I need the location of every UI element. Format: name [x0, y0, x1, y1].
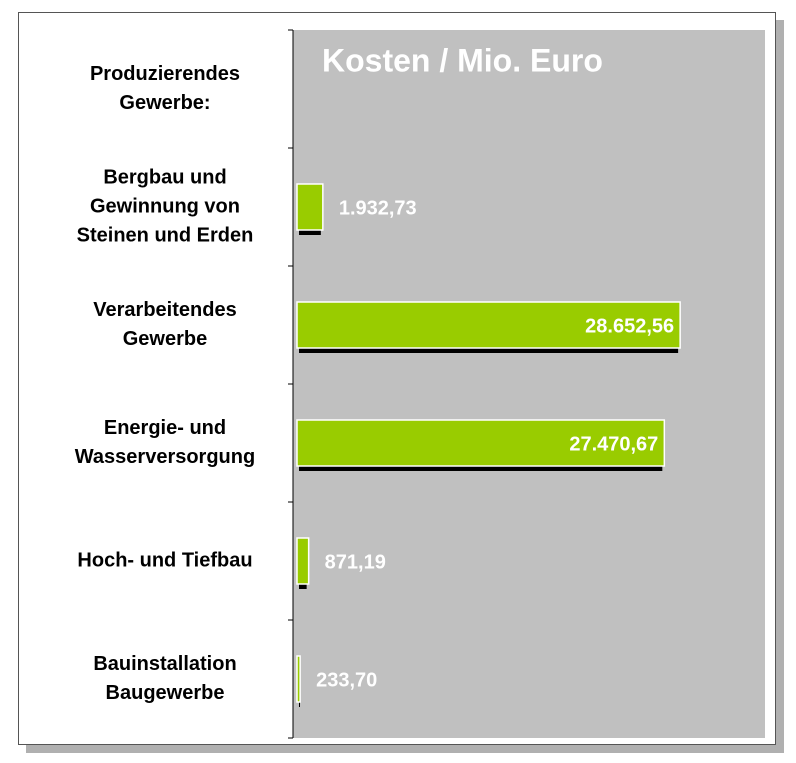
value-label: 27.470,67: [569, 433, 658, 455]
value-label: 28.652,56: [585, 315, 674, 337]
bar: [296, 301, 681, 349]
category-label: Hoch- und Tiefbau: [77, 549, 253, 572]
value-label: 233,70: [316, 669, 377, 691]
bar: [296, 183, 324, 231]
value-label: 871,19: [325, 551, 386, 573]
category-label: Produzierendes Gewerbe:: [89, 63, 241, 114]
bar: [296, 655, 301, 703]
bar: [296, 419, 666, 467]
category-label: Bauinstallation Baugewerbe: [93, 653, 237, 704]
plot-area: [293, 30, 765, 738]
category-label: Bergbau und Gewinnung von Steinen und Er…: [76, 166, 254, 247]
value-label: 1.932,73: [339, 197, 417, 219]
category-label: Energie- und Wasserversorgung: [74, 417, 256, 468]
category-label: Verarbeitendes Gewerbe: [93, 299, 237, 350]
chart-title: Kosten / Mio. Euro: [322, 42, 603, 78]
bar: [296, 537, 310, 585]
